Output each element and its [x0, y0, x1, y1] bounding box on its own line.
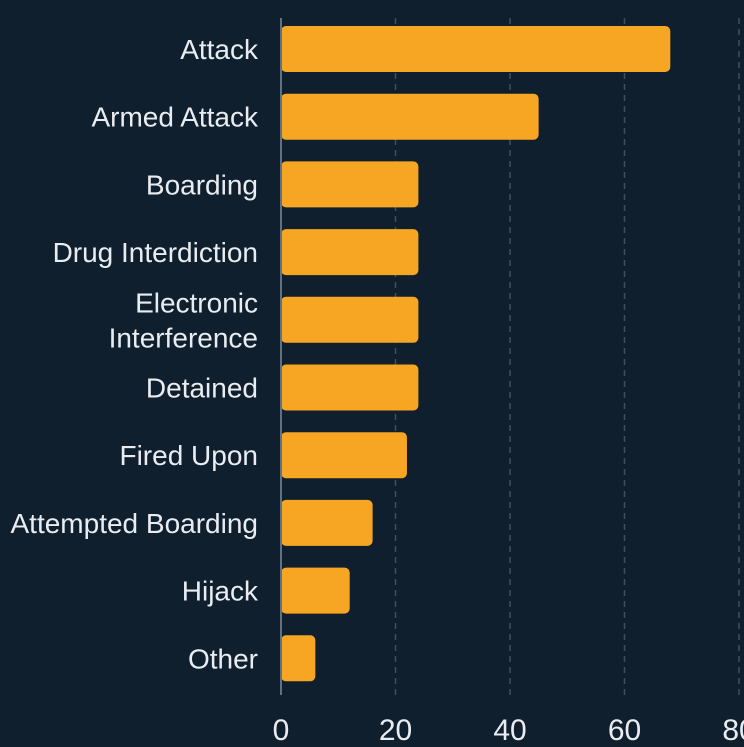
bar-5 [281, 364, 419, 411]
category-label-0: Attack [180, 34, 259, 65]
category-label-9: Other [188, 643, 258, 674]
bar-7 [281, 499, 373, 546]
category-label-8: Hijack [182, 576, 259, 607]
x-tick-label-20: 20 [379, 714, 412, 747]
category-label-3: Drug Interdiction [53, 237, 258, 268]
category-label-7: Attempted Boarding [11, 508, 259, 539]
category-label-1: Armed Attack [91, 102, 259, 133]
bar-3 [281, 229, 419, 276]
category-label-6: Fired Upon [119, 440, 258, 471]
category-label-2: Boarding [146, 169, 258, 200]
x-tick-label-80: 80 [722, 714, 744, 747]
label-layer: Attack Armed Attack Boarding Drug Interdict… [11, 34, 260, 674]
x-tick-label-0: 0 [273, 714, 290, 747]
bar-1 [281, 93, 539, 140]
bar-4 [281, 296, 419, 343]
bar-9 [281, 635, 316, 682]
tick-layer: 0 20 40 60 80 [273, 714, 744, 747]
category-label-5: Detained [146, 373, 258, 404]
bar-8 [281, 567, 350, 614]
x-tick-label-40: 40 [493, 714, 526, 747]
bar-layer [281, 26, 671, 682]
category-label-4: Electronic Interference [109, 287, 258, 353]
bar-2 [281, 161, 419, 208]
bar-6 [281, 432, 407, 479]
x-tick-label-60: 60 [608, 714, 641, 747]
bar-0 [281, 26, 671, 72]
